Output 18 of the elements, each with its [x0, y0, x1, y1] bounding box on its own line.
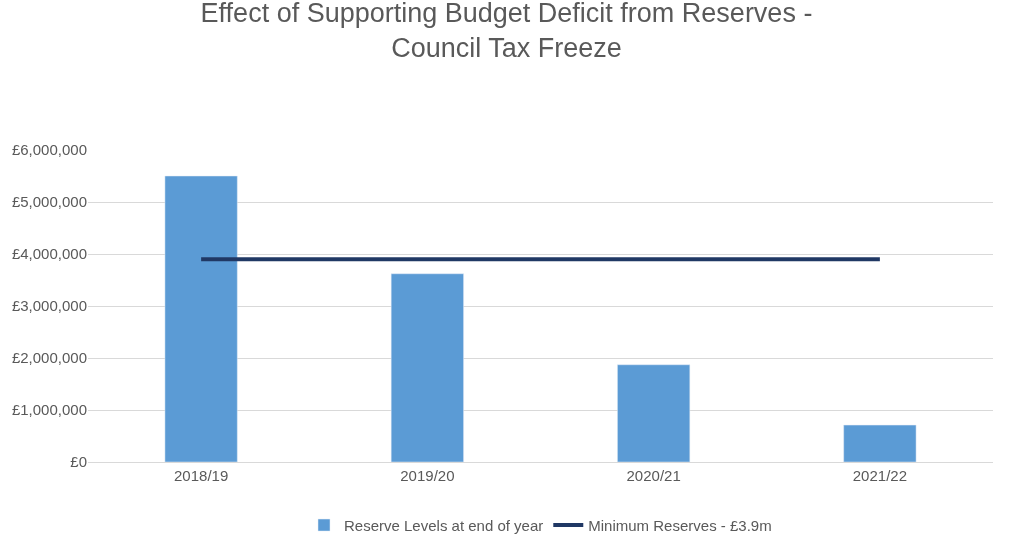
x-tick-label: 2018/19 [174, 467, 229, 484]
bar [617, 364, 691, 462]
x-tick-label: 2019/20 [400, 467, 455, 484]
chart-title: Effect of Supporting Budget Deficit from Reserves - Council Tax Freeze [200, 0, 813, 64]
y-tick-label: £2,000,000 [11, 349, 87, 367]
y-tick-label: £6,000,000 [11, 141, 87, 159]
x-tick-label: 2020/21 [626, 467, 681, 484]
y-tick-label: £4,000,000 [11, 245, 87, 263]
bar [164, 175, 238, 462]
y-tick-label: £5,000,000 [11, 193, 87, 211]
x-tick-label: 2021/22 [852, 467, 907, 484]
legend-label: Minimum Reserves - £3.9m [588, 516, 772, 534]
bar [390, 273, 464, 462]
legend-label: Reserve Levels at end of year [344, 516, 544, 534]
y-tick-label: £0 [70, 453, 87, 471]
y-tick-label: £3,000,000 [11, 297, 87, 315]
bar [843, 424, 917, 462]
y-tick-label: £1,000,000 [11, 401, 87, 419]
